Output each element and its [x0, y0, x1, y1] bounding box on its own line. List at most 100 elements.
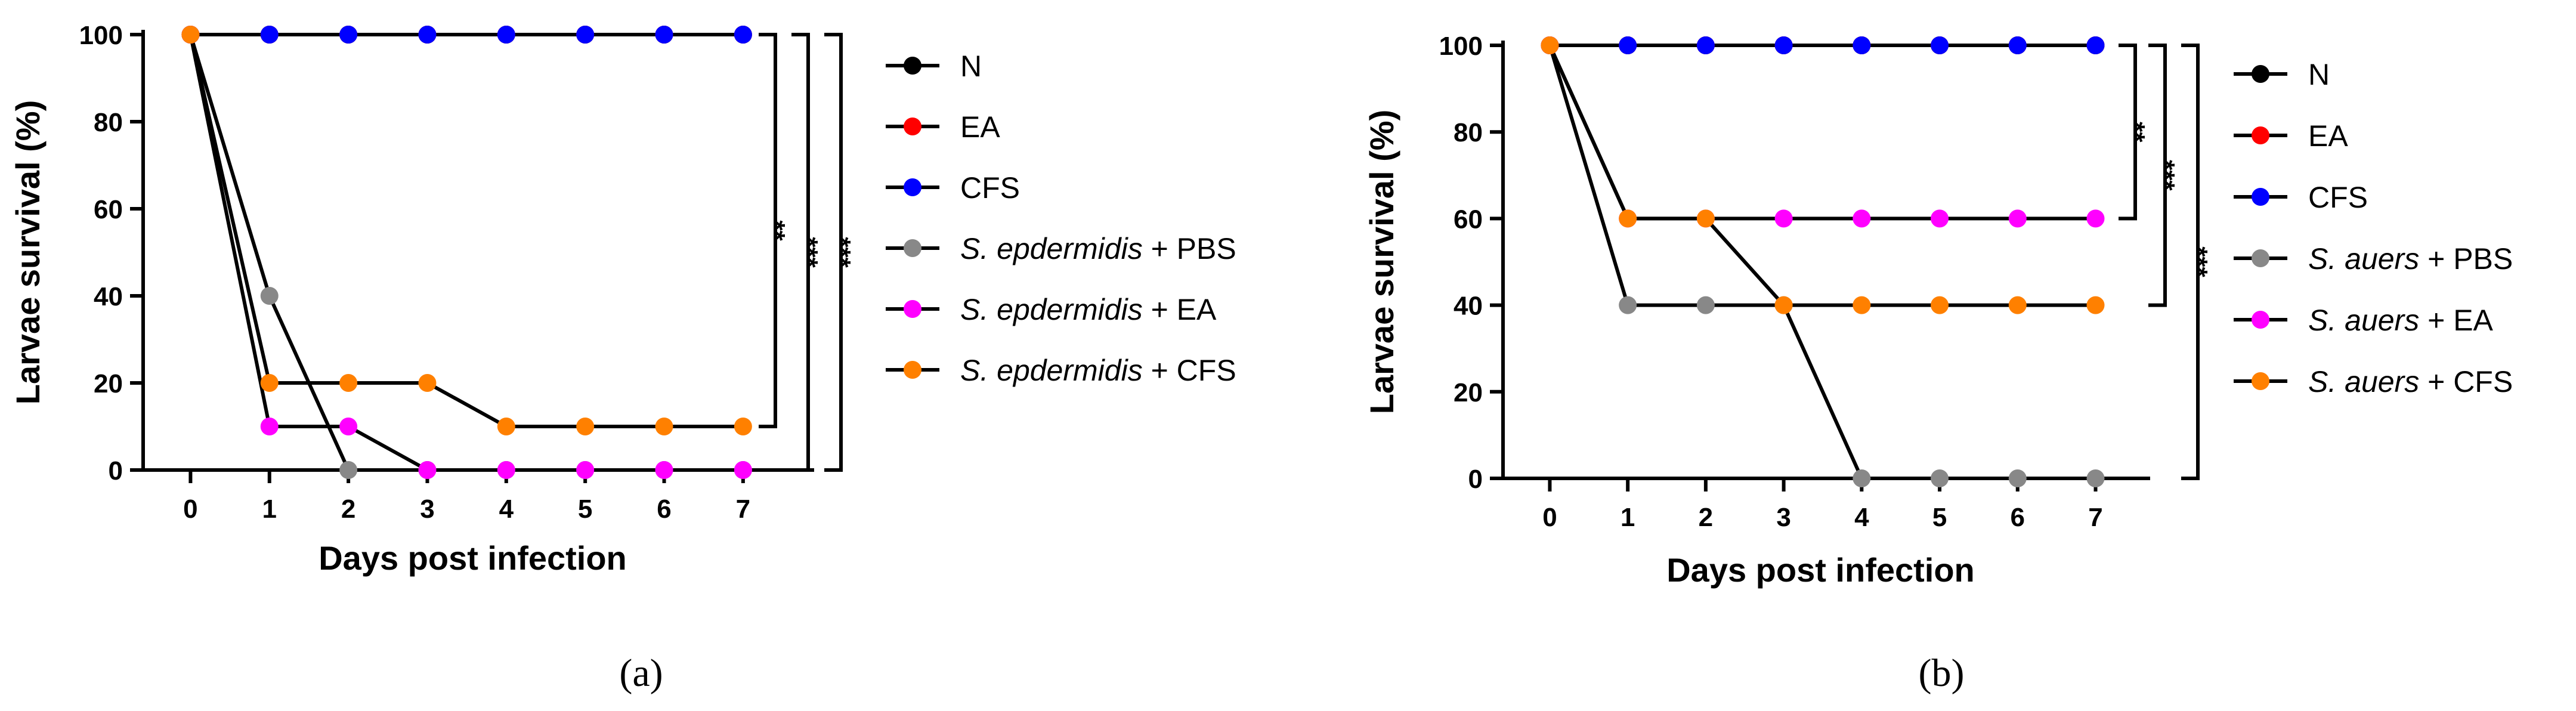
data-point-4 — [576, 461, 595, 479]
data-point-2 — [260, 26, 279, 44]
data-point-4 — [260, 418, 279, 435]
legend-marker — [904, 361, 921, 379]
y-tick-label: 40 — [1454, 292, 1483, 321]
x-tick-label: 1 — [1621, 503, 1635, 532]
data-point-3 — [1619, 296, 1637, 314]
legend-treatment-name: + CFS — [1143, 354, 1236, 387]
data-point-4 — [1774, 209, 1793, 228]
data-point-2 — [1774, 36, 1793, 54]
legend-species-name: S. auers — [2308, 242, 2419, 276]
data-point-2 — [1696, 36, 1715, 54]
legend-treatment-name: N — [960, 50, 982, 83]
data-point-4 — [2086, 209, 2105, 228]
x-tick-label: 3 — [1776, 503, 1790, 532]
legend-treatment-name: N — [2308, 58, 2330, 91]
panel-a-caption: (a) — [619, 651, 663, 695]
x-tick-label: 3 — [420, 494, 434, 524]
data-point-4 — [497, 461, 515, 479]
data-point-5 — [1853, 296, 1871, 314]
legend-marker — [2252, 249, 2269, 267]
data-point-2 — [1619, 36, 1637, 54]
legend-species-name: S. epdermidis — [960, 232, 1143, 265]
legend-treatment-name: + EA — [2419, 304, 2493, 337]
x-tick-label: 7 — [736, 494, 750, 524]
legend-label: S. epdermidis + EA — [960, 293, 1217, 326]
data-point-5 — [1696, 209, 1715, 228]
significance-bracket — [824, 33, 843, 472]
legend-treatment-name: CFS — [2308, 181, 2368, 214]
y-tick-label: 100 — [79, 21, 123, 50]
x-tick-label: 2 — [1699, 503, 1713, 532]
data-point-2 — [1931, 36, 1949, 54]
data-point-4 — [1931, 209, 1949, 228]
legend-species-name: S. epdermidis — [960, 293, 1143, 326]
series-line-4 — [1548, 44, 2096, 221]
data-point-5 — [260, 374, 279, 392]
y-axis-label: Larvae survival (%) — [9, 100, 47, 404]
significance-label: *** — [794, 237, 823, 268]
legend-treatment-name: CFS — [960, 171, 1020, 205]
legend-label: CFS — [2308, 181, 2368, 214]
data-point-2 — [2086, 36, 2105, 54]
x-tick-label: 2 — [341, 494, 355, 524]
y-tick-label: 60 — [1454, 205, 1483, 234]
legend-species-name: S. epdermidis — [960, 354, 1143, 387]
significance-label: *** — [2151, 160, 2180, 191]
panel-b-chart: 0 20 40 60 80 100 0 1 2 3 4 5 6 7 Larvae survival (%) D… — [1363, 32, 2513, 589]
data-point-2 — [497, 26, 515, 44]
legend-marker — [2252, 126, 2269, 144]
data-point-3 — [2086, 469, 2105, 487]
x-tick-label: 6 — [2011, 503, 2025, 532]
data-point-4 — [339, 418, 358, 435]
data-point-2 — [655, 26, 673, 44]
significance-label: *** — [827, 237, 856, 268]
data-point-5 — [2086, 296, 2105, 314]
x-tick-label: 4 — [1854, 503, 1869, 532]
data-point-5 — [734, 418, 752, 435]
significance-label: ** — [761, 220, 790, 241]
legend-marker — [904, 239, 921, 257]
x-tick-label: 4 — [499, 494, 514, 524]
significance-bracket — [759, 33, 777, 428]
x-tick-label: 0 — [183, 494, 197, 524]
x-tick-label: 7 — [2088, 503, 2102, 532]
legend-treatment-name: EA — [960, 110, 1000, 144]
x-axis-label: Days post infection — [318, 539, 627, 577]
y-tick-label: 20 — [1454, 378, 1483, 407]
data-point-2 — [576, 26, 595, 44]
data-point-5 — [576, 418, 595, 435]
data-point-3 — [1696, 296, 1715, 314]
x-tick-label: 5 — [578, 494, 592, 524]
series-line-4 — [188, 34, 743, 472]
data-point-2 — [339, 26, 358, 44]
y-axis-label: Larvae survival (%) — [1363, 110, 1400, 414]
legend-label: N — [960, 50, 982, 83]
data-point-5 — [1619, 209, 1637, 228]
series-line-5 — [188, 34, 743, 428]
data-point-5 — [1541, 36, 1559, 54]
legend-treatment-name: EA — [2308, 119, 2348, 153]
legend-marker — [904, 118, 921, 135]
x-axis-label: Days post infection — [1666, 551, 1975, 589]
legend-marker — [2252, 372, 2269, 390]
significance-label: ** — [2121, 122, 2150, 143]
y-tick-label: 100 — [1439, 32, 1483, 61]
legend-label: EA — [960, 110, 1000, 144]
legend-marker — [904, 57, 921, 75]
legend-label: S. epdermidis + PBS — [960, 232, 1236, 265]
data-point-5 — [1774, 296, 1793, 314]
data-point-3 — [339, 461, 358, 479]
data-point-5 — [418, 374, 437, 392]
legend-treatment-name: + PBS — [1143, 232, 1236, 265]
legend-marker — [2252, 311, 2269, 329]
data-point-5 — [1931, 296, 1949, 314]
y-tick-label: 0 — [1468, 465, 1483, 494]
data-point-3 — [2008, 469, 2027, 487]
data-point-3 — [1853, 469, 1871, 487]
y-tick-label: 0 — [109, 456, 123, 486]
data-point-4 — [734, 461, 752, 479]
legend-label: S. auers + CFS — [2308, 365, 2513, 398]
y-tick-label: 80 — [1454, 118, 1483, 147]
y-tick-label: 40 — [94, 282, 123, 311]
